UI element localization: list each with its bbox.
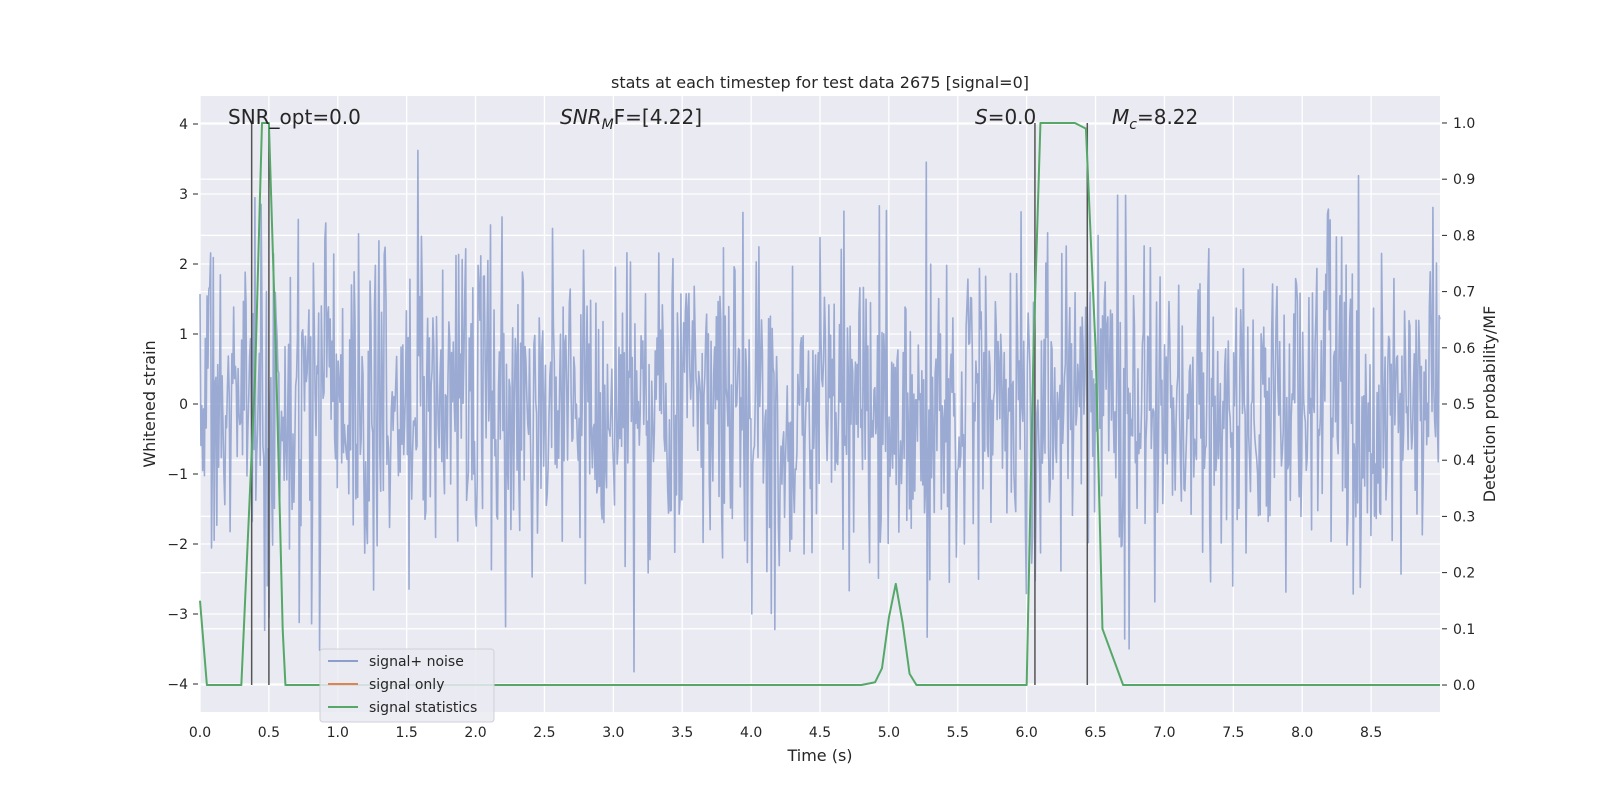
x-tick-label: 8.5 — [1360, 725, 1382, 741]
series-signal-statistics — [199, 121, 1440, 687]
y-axis-label: Whitened strain — [140, 340, 159, 467]
y-right-tick-label: 0.8 — [1453, 228, 1475, 244]
annotation-snr-opt: SNR_opt=0.0 — [228, 105, 361, 129]
x-tick-label: 4.5 — [809, 725, 831, 741]
y-tick-label: −2 — [167, 537, 188, 553]
x-axis-ticks: 0.0 0.5 1.0 1.5 2.0 2.5 3.0 3.5 4.0 4.5 5.0 5.5 6.0 6… — [189, 725, 1382, 741]
annotation-snr-mf-main: SNR — [560, 105, 602, 129]
annotation-mc-rest: =8.22 — [1137, 105, 1198, 129]
x-tick-label: 7.0 — [1153, 725, 1175, 741]
y-tick-label: −1 — [167, 467, 188, 483]
x-tick-label: 4.0 — [740, 725, 762, 741]
annotation-s-rest: =0.0 — [988, 105, 1037, 129]
y-right-tick-label: 0.5 — [1453, 397, 1475, 413]
y-right-tick-label: 0.6 — [1453, 341, 1475, 357]
x-tick-label: 1.5 — [396, 725, 418, 741]
x-axis-label: Time (s) — [786, 746, 852, 765]
y-tick-label: 2 — [179, 257, 188, 273]
y-tick-label: −3 — [167, 607, 188, 623]
y-right-tick-label: 0.9 — [1453, 172, 1475, 188]
y-tick-label: −4 — [167, 677, 188, 693]
y-tick-label: 1 — [179, 327, 188, 343]
y-right-axis-label: Detection probability/MF — [1480, 306, 1499, 503]
x-tick-label: 0.0 — [189, 725, 211, 741]
annotation-snr-mf-rest: F=[4.22] — [614, 105, 702, 129]
y-right-tick-label: 0.2 — [1453, 566, 1475, 582]
annotation-s-main: S — [975, 105, 988, 129]
series-line-signal-statistics — [199, 121, 1440, 687]
annotation-mc-sub: c — [1129, 117, 1137, 133]
y-right-tick-label: 0.1 — [1453, 622, 1475, 638]
series-signal-noise — [199, 149, 1441, 673]
x-tick-label: 7.5 — [1222, 725, 1244, 741]
legend-box — [319, 648, 495, 723]
annotation-snr-mf: SNRMF=[4.22] — [560, 105, 702, 133]
y-right-axis-ticks: 1.0 0.9 0.8 0.7 0.6 0.5 0.4 0.3 0.2 0.1 0.0 — [1442, 116, 1475, 694]
vertical-markers — [250, 122, 1089, 686]
x-tick-label: 5.5 — [947, 725, 969, 741]
y-axis-ticks: 4 3 2 1 0 −1 −2 −3 −4 — [167, 117, 198, 693]
y-right-tick-label: 0.3 — [1453, 509, 1475, 525]
x-tick-label: 3.0 — [602, 725, 624, 741]
annotation-s: S=0.0 — [975, 105, 1036, 129]
annotation-mc-main: M — [1112, 105, 1129, 129]
y-tick-label: 3 — [179, 187, 188, 203]
x-tick-label: 2.5 — [533, 725, 555, 741]
series-line-signal-noise — [199, 149, 1441, 673]
x-tick-label: 6.5 — [1084, 725, 1106, 741]
legend-label-signal-only: signal only — [369, 677, 444, 693]
annotation-mc: Mc=8.22 — [1112, 105, 1198, 133]
x-tick-label: 3.5 — [671, 725, 693, 741]
legend: signal+ noise signal only signal statist… — [319, 648, 495, 723]
x-tick-label: 6.0 — [1016, 725, 1038, 741]
y-right-tick-label: 0.0 — [1453, 678, 1475, 694]
y-right-tick-label: 0.7 — [1453, 285, 1475, 301]
x-tick-label: 1.0 — [327, 725, 349, 741]
y-right-tick-label: 1.0 — [1453, 116, 1475, 132]
legend-label-signal-noise: signal+ noise — [369, 654, 464, 670]
annotation-snr-mf-sub: M — [602, 117, 614, 133]
x-tick-label: 2.0 — [464, 725, 486, 741]
chart-title: stats at each timestep for test data 267… — [611, 73, 1029, 92]
x-tick-label: 8.0 — [1291, 725, 1313, 741]
x-tick-label: 5.0 — [878, 725, 900, 741]
y-tick-label: 4 — [179, 117, 188, 133]
y-tick-label: 0 — [179, 397, 188, 413]
x-tick-label: 0.5 — [258, 725, 280, 741]
legend-label-signal-statistics: signal statistics — [369, 700, 477, 716]
y-right-tick-label: 0.4 — [1453, 453, 1475, 469]
